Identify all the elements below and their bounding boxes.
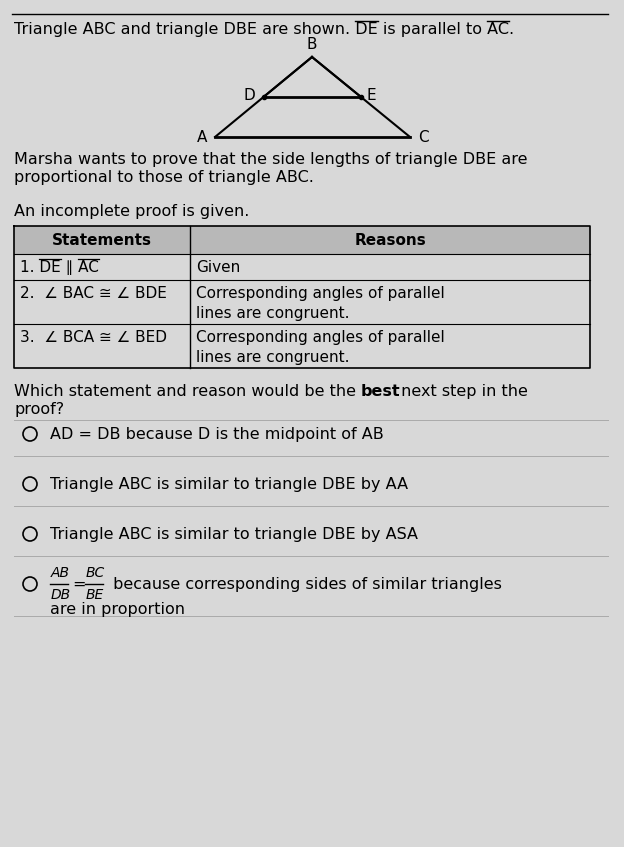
Text: 2.  ∠ BAC ≅ ∠ BDE: 2. ∠ BAC ≅ ∠ BDE: [20, 286, 167, 301]
Text: Triangle ABC is similar to triangle DBE by AA: Triangle ABC is similar to triangle DBE …: [50, 477, 408, 491]
Text: Corresponding angles of parallel
lines are congruent.: Corresponding angles of parallel lines a…: [196, 330, 445, 365]
Text: proof?: proof?: [14, 402, 64, 417]
Text: Reasons: Reasons: [354, 232, 426, 247]
Text: BC: BC: [86, 566, 105, 580]
Text: best: best: [361, 384, 401, 399]
Text: Statements: Statements: [52, 232, 152, 247]
Text: proportional to those of triangle ABC.: proportional to those of triangle ABC.: [14, 170, 314, 185]
Text: Marsha wants to prove that the side lengths of triangle DBE are: Marsha wants to prove that the side leng…: [14, 152, 527, 167]
Text: An incomplete proof is given.: An incomplete proof is given.: [14, 204, 250, 219]
Bar: [14, 226, 590, 254]
Text: Given: Given: [196, 260, 240, 275]
Text: B: B: [307, 37, 317, 52]
Text: E: E: [366, 87, 376, 102]
Text: BE: BE: [86, 588, 104, 602]
Text: DB: DB: [51, 588, 71, 602]
Text: Triangle ABC and triangle DBE are shown. DE is parallel to AC.: Triangle ABC and triangle DBE are shown.…: [14, 22, 514, 37]
Text: D: D: [244, 87, 255, 102]
Text: Corresponding angles of parallel
lines are congruent.: Corresponding angles of parallel lines a…: [196, 286, 445, 321]
Text: Which statement and reason would be the: Which statement and reason would be the: [14, 384, 361, 399]
Text: 3.  ∠ BCA ≅ ∠ BED: 3. ∠ BCA ≅ ∠ BED: [20, 330, 167, 345]
Text: Triangle ABC is similar to triangle DBE by ASA: Triangle ABC is similar to triangle DBE …: [50, 527, 418, 541]
Text: =: =: [72, 577, 85, 591]
Text: A: A: [197, 130, 207, 145]
Text: AB: AB: [51, 566, 70, 580]
Text: next step in the: next step in the: [396, 384, 528, 399]
Text: C: C: [418, 130, 429, 145]
Text: 1. DE ∥ AC: 1. DE ∥ AC: [20, 260, 99, 275]
Text: AD = DB because D is the midpoint of AB: AD = DB because D is the midpoint of AB: [50, 427, 384, 441]
Text: because corresponding sides of similar triangles: because corresponding sides of similar t…: [108, 577, 502, 591]
Text: are in proportion: are in proportion: [50, 602, 185, 617]
